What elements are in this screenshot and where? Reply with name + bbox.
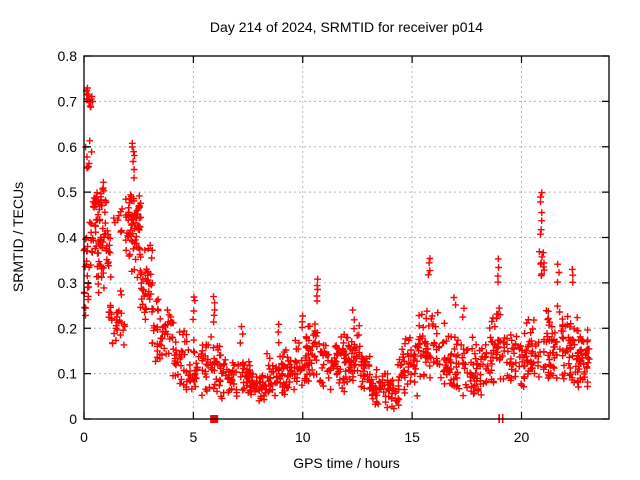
x-tick-label: 20	[514, 429, 530, 445]
y-tick-label: 0	[69, 411, 77, 427]
grid-lines	[84, 56, 609, 419]
x-tick-label: 5	[189, 429, 197, 445]
y-tick-label: 0.7	[58, 93, 78, 109]
y-tick-label: 0.8	[58, 48, 78, 64]
chart-title: Day 214 of 2024, SRMTID for receiver p01…	[209, 19, 484, 35]
x-tick-label: 15	[404, 429, 420, 445]
plot-border	[83, 55, 610, 420]
x-axis-label: GPS time / hours	[293, 455, 400, 471]
y-tick-label: 0.4	[58, 230, 78, 246]
x-tick-label: 10	[295, 429, 311, 445]
x-tick-label: 0	[80, 429, 88, 445]
y-tick-label: 0.2	[58, 320, 78, 336]
y-tick-label: 0.6	[58, 139, 78, 155]
scatter-points	[80, 84, 593, 412]
y-tick-label: 0.1	[58, 366, 78, 382]
y-tick-label: 0.3	[58, 275, 78, 291]
y-tick-label: 0.5	[58, 184, 78, 200]
